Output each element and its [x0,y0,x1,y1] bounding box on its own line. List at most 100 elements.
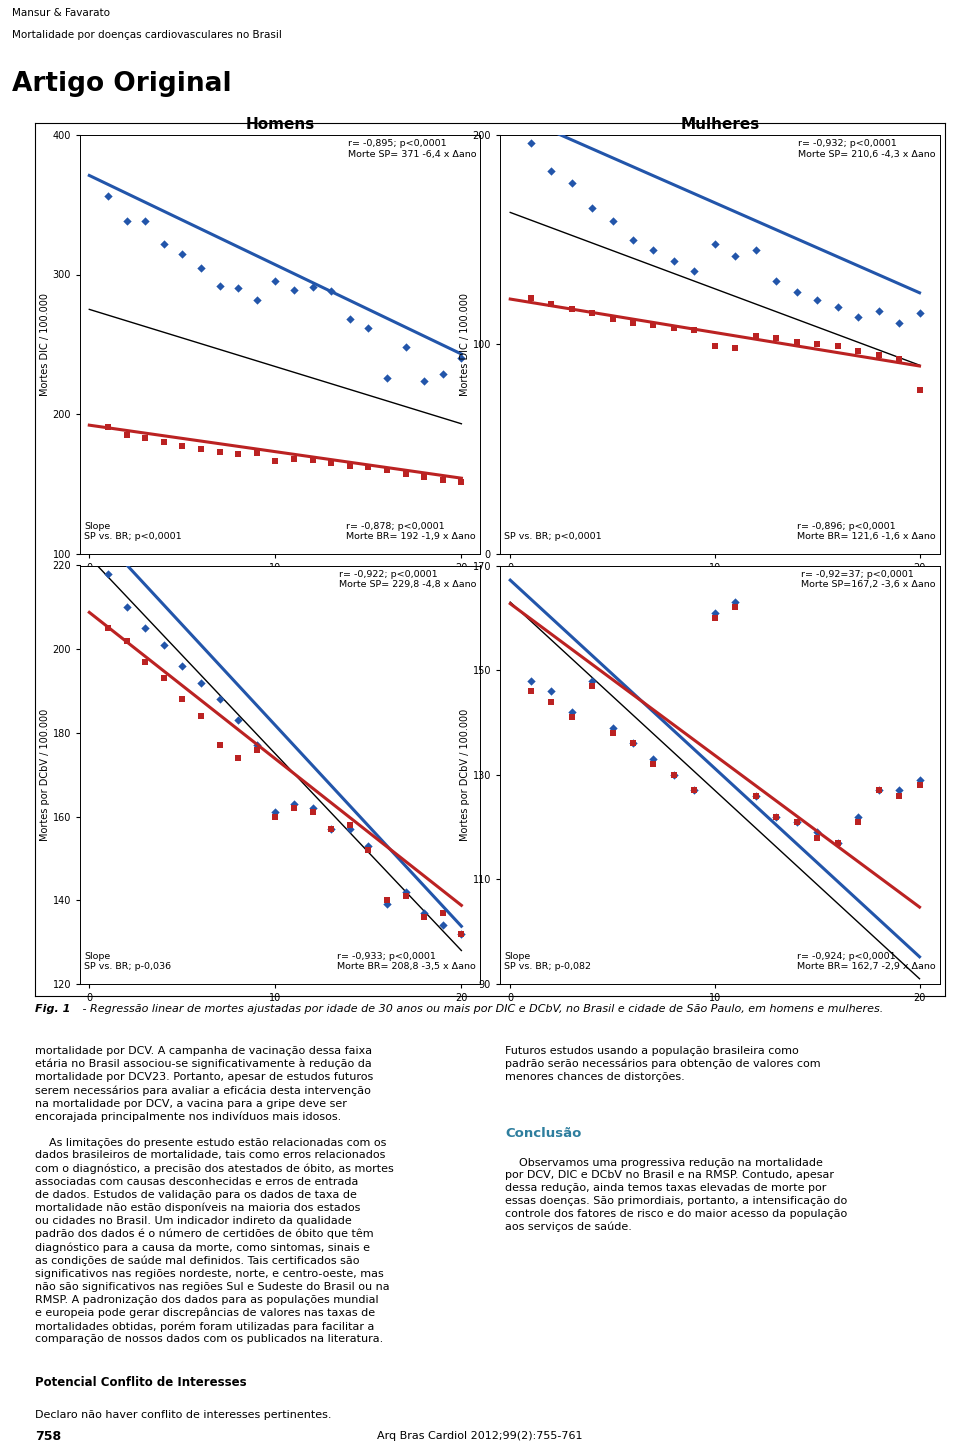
Text: r= -0,933; p<0,0001
Morte BR= 208,8 -3,5 x Δano: r= -0,933; p<0,0001 Morte BR= 208,8 -3,5… [337,952,476,972]
Point [666,316,682,340]
Y-axis label: Mortes por DCbV / 100.000: Mortes por DCbV / 100.000 [460,708,469,842]
Point [100,617,115,640]
Point [686,260,702,283]
Point [137,650,153,673]
Point [605,721,620,744]
Point [708,335,723,358]
Point [585,669,600,692]
Title: Mulheres: Mulheres [681,118,759,132]
Point [809,826,825,849]
Point [686,318,702,341]
Point [286,447,301,470]
Text: 758: 758 [35,1429,61,1442]
Point [100,415,115,438]
Point [212,734,228,757]
Text: Declaro não haver conflito de interesses pertinentes.: Declaro não haver conflito de interesses… [35,1410,331,1421]
Y-axis label: Mortes por DCbV / 100.000: Mortes por DCbV / 100.000 [39,708,50,842]
Point [397,881,413,904]
Point [666,250,682,273]
Point [286,797,301,820]
Point [417,369,432,392]
Point [397,463,413,486]
Point [435,901,450,924]
Text: r= -0,932; p<0,0001
Morte SP= 210,6 -4,3 x Δano: r= -0,932; p<0,0001 Morte SP= 210,6 -4,3… [798,139,936,158]
Point [230,443,246,466]
Point [666,763,682,786]
Point [646,753,661,776]
Text: Conclusão: Conclusão [505,1126,582,1139]
Text: Arq Bras Cardiol 2012;99(2):755-761: Arq Bras Cardiol 2012;99(2):755-761 [377,1431,583,1441]
Point [100,184,115,207]
Point [156,667,172,691]
Point [212,440,228,463]
Point [523,287,539,311]
Text: Mortalidade por doenças cardiovasculares no Brasil: Mortalidade por doenças cardiovasculares… [12,30,282,41]
Point [379,366,395,389]
Point [892,347,907,370]
Text: SP vs. BR; p<0,0001: SP vs. BR; p<0,0001 [504,533,602,541]
Point [454,923,469,946]
Point [830,831,846,855]
Point [361,456,376,479]
Point [851,810,866,833]
Point [728,596,743,620]
Point [728,245,743,268]
Point [871,299,886,322]
Point [230,708,246,731]
Point [193,670,208,694]
Point [454,470,469,493]
Y-axis label: Mortes DIC / 100.000: Mortes DIC / 100.000 [39,293,50,396]
Point [769,805,784,829]
Point [605,715,620,739]
Point [435,914,450,937]
Point [435,469,450,492]
Point [564,705,579,728]
Point [342,814,357,837]
Point [305,801,321,824]
Point [286,792,301,815]
Point [585,302,600,325]
Point [454,347,469,370]
Point [748,238,763,261]
Point [212,688,228,711]
Point [830,295,846,318]
Point [100,562,115,585]
Point [249,734,264,757]
Text: Slope
SP vs. BR; p<0,0001: Slope SP vs. BR; p<0,0001 [84,521,181,541]
Point [646,747,661,770]
Point [119,210,134,234]
Point [830,831,846,855]
Point [342,817,357,840]
Point [137,617,153,640]
Point [646,313,661,337]
Point [175,434,190,457]
Text: r= -0,924; p<0,0001
Morte BR= 162,7 -2,9 x Δano: r= -0,924; p<0,0001 Morte BR= 162,7 -2,9… [797,952,936,972]
Point [625,228,640,251]
Point [193,437,208,460]
Point [137,210,153,234]
Text: r= -0,922; p<0,0001
Morte SP= 229,8 -4,8 x Δano: r= -0,922; p<0,0001 Morte SP= 229,8 -4,8… [339,570,476,589]
Point [193,705,208,728]
Point [379,888,395,911]
Point [892,784,907,807]
Point [454,923,469,946]
Text: Potencial Conflito de Interesses: Potencial Conflito de Interesses [35,1376,247,1389]
Point [342,454,357,477]
Point [523,679,539,702]
Point [305,797,321,820]
Point [769,270,784,293]
Point [543,689,559,712]
Point [361,839,376,862]
Title: Homens: Homens [246,118,315,132]
Point [871,342,886,366]
Point [625,731,640,755]
Point [748,324,763,347]
Y-axis label: Mortes DIC / 100.000: Mortes DIC / 100.000 [460,293,469,396]
Point [175,654,190,678]
Point [564,297,579,321]
Point [268,805,283,829]
Point [851,805,866,829]
Point [379,459,395,482]
Point [666,763,682,786]
Point [379,892,395,916]
